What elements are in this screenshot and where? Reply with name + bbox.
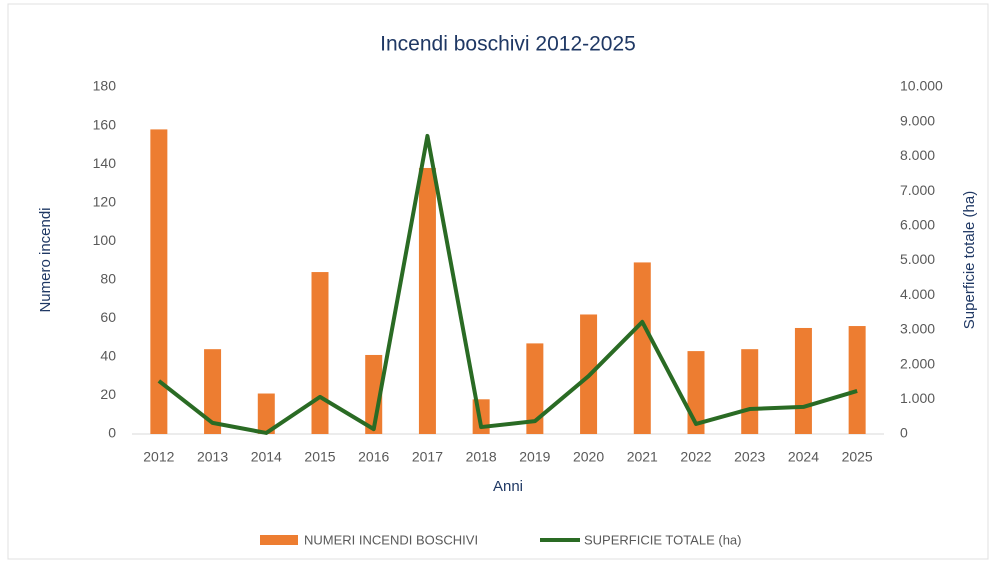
y2-tick-label: 0 (900, 425, 908, 441)
bar (311, 272, 329, 434)
x-tick-label: 2025 (842, 449, 873, 465)
y-tick-label: 120 (93, 193, 117, 209)
legend-label: NUMERI INCENDI BOSCHIVI (304, 532, 478, 547)
bar (741, 349, 759, 434)
y-tick-label: 40 (100, 348, 116, 364)
chart-title: Incendi boschivi 2012-2025 (380, 33, 636, 56)
y2-tick-label: 9.000 (900, 112, 935, 128)
y-tick-label: 180 (93, 78, 117, 94)
x-tick-label: 2015 (304, 449, 335, 465)
y-tick-label: 60 (100, 309, 116, 325)
x-tick-label: 2017 (412, 449, 443, 465)
line (157, 133, 858, 435)
x-tick-label: 2019 (519, 449, 550, 465)
x-axis-label: Anni (493, 478, 523, 495)
x-tick-label: 2012 (143, 449, 174, 465)
x-tick-label: 2023 (734, 449, 765, 465)
x-tick-label: 2022 (680, 449, 711, 465)
y2-tick-label: 1.000 (900, 390, 935, 406)
chart-border (7, 3, 989, 560)
y2-tick-label: 6.000 (900, 217, 935, 233)
legend-label: SUPERFICIE TOTALE (ha) (584, 532, 742, 547)
x-tick-label: 2018 (466, 449, 497, 465)
bar (633, 262, 651, 434)
x-tick-label: 2014 (251, 449, 282, 465)
legend-swatch (260, 535, 298, 545)
x-tick-label: 2020 (573, 449, 604, 465)
y2-tick-label: 2.000 (900, 355, 935, 371)
y-tick-label: 20 (100, 386, 116, 402)
y2-tick-label: 8.000 (900, 147, 935, 163)
x-tick-label: 2013 (197, 449, 228, 465)
y-tick-label: 0 (108, 425, 116, 441)
bar (848, 326, 866, 434)
bar (257, 393, 275, 434)
y-tick-label: 100 (93, 232, 117, 248)
y-tick-label: 160 (93, 116, 117, 132)
x-tick-label: 2024 (788, 449, 819, 465)
x-tick-label: 2021 (627, 449, 658, 465)
y2-tick-label: 5.000 (900, 251, 935, 267)
bar (526, 343, 544, 434)
x-tick-label: 2016 (358, 449, 389, 465)
bar (204, 349, 222, 434)
y-tick-label: 80 (100, 270, 116, 286)
y2-tick-label: 4.000 (900, 286, 935, 302)
y2-tick-label: 10.000 (900, 78, 943, 94)
y-tick-label: 140 (93, 155, 117, 171)
bar (794, 327, 812, 434)
y2-tick-label: 7.000 (900, 182, 935, 198)
bar (418, 167, 436, 434)
y-axis-label: Numero incendi (37, 207, 54, 312)
y2-axis-label: Superficie totale (ha) (961, 191, 978, 329)
y2-tick-label: 3.000 (900, 321, 935, 337)
bar (150, 129, 168, 434)
